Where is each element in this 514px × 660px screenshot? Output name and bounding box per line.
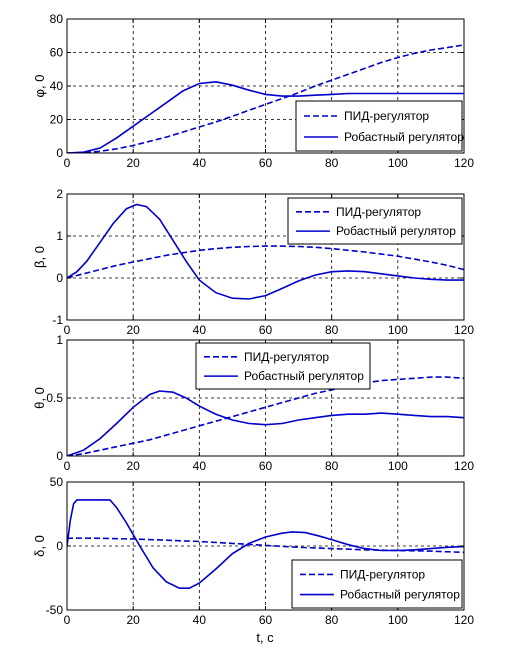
- x-tick-label: 100: [388, 323, 408, 337]
- y-axis-label: β, 0: [32, 246, 47, 268]
- y-axis-label: θ, 0: [32, 387, 47, 409]
- legend: ПИД-регулятор Робастный регулятор: [195, 342, 371, 390]
- x-tick-label: 40: [193, 323, 207, 337]
- x-tick-label: 40: [193, 459, 207, 473]
- y-tick-label: 0: [56, 146, 63, 160]
- x-tick-label: 100: [388, 156, 408, 170]
- y-tick-label: 0: [56, 449, 63, 463]
- x-tick-label: 60: [259, 156, 273, 170]
- y-tick-label: 40: [50, 79, 64, 93]
- legend: ПИД-регулятор Робастный регулятор: [295, 100, 464, 152]
- x-tick-label: 120: [454, 613, 474, 627]
- y-tick-label: 50: [50, 475, 64, 489]
- y-tick-label: -50: [46, 603, 64, 617]
- x-tick-label: 80: [325, 613, 339, 627]
- x-tick-label: 0: [64, 459, 71, 473]
- x-tick-label: 40: [193, 613, 207, 627]
- legend-entry-robust-label: Робастный регулятор: [340, 588, 460, 602]
- y-tick-label: 0: [56, 271, 63, 285]
- subplot-3: 0 20 40 60 80 100 120 0 0.5 1 θ, 0 ПИД-регулятор Роб…: [32, 333, 474, 473]
- series-robust-line: [67, 203, 464, 300]
- x-tick-label: 60: [259, 323, 273, 337]
- x-tick-label: 120: [454, 156, 474, 170]
- series-pid-line: [67, 245, 464, 279]
- x-tick-label: 100: [388, 459, 408, 473]
- y-tick-label: 2: [56, 187, 63, 201]
- y-axis-label: δ, 0: [32, 535, 47, 557]
- y-tick-label: 0.5: [46, 391, 63, 405]
- legend-entry-robust-label: Робастный регулятор: [344, 130, 464, 144]
- x-tick-label: 120: [454, 459, 474, 473]
- legend-box: [291, 559, 463, 609]
- x-tick-label: 120: [454, 323, 474, 337]
- x-tick-label: 20: [126, 156, 140, 170]
- x-tick-label: 20: [126, 459, 140, 473]
- legend-box: [295, 100, 463, 152]
- x-tick-label: 40: [193, 156, 207, 170]
- legend: ПИД-регулятор Робастный регулятор: [291, 559, 463, 609]
- y-tick-label: -1: [52, 313, 63, 327]
- legend-entry-pid-label: ПИД-регулятор: [344, 109, 429, 123]
- legend-entry-pid-label: ПИД-регулятор: [340, 567, 425, 581]
- x-tick-label: 60: [259, 459, 273, 473]
- y-tick-label: 1: [56, 333, 63, 347]
- legend-entry-pid-label: ПИД-регулятор: [244, 350, 329, 364]
- x-tick-label: 0: [64, 323, 71, 337]
- x-axis-label: t, c: [256, 630, 274, 645]
- x-tick-label: 80: [325, 156, 339, 170]
- x-tick-label: 80: [325, 323, 339, 337]
- x-tick-label: 80: [325, 459, 339, 473]
- y-tick-label: 60: [50, 46, 64, 60]
- legend-entry-robust-label: Робастный регулятор: [336, 224, 456, 238]
- subplot-1: 0 20 40 60 80 100 120 0 20 40 60 80 φ, 0 ПИД-регулято…: [32, 12, 474, 170]
- x-tick-label: 100: [388, 613, 408, 627]
- x-tick-label: 20: [126, 613, 140, 627]
- legend-box: [195, 342, 371, 390]
- series-pid-line: [67, 376, 464, 456]
- y-tick-label: 1: [56, 229, 63, 243]
- x-tick-label: 0: [64, 156, 71, 170]
- series-robust-line: [67, 80, 464, 153]
- x-tick-label: 60: [259, 613, 273, 627]
- legend-entry-pid-label: ПИД-регулятор: [336, 205, 421, 219]
- series-robust-line: [67, 499, 464, 590]
- y-tick-label: 80: [50, 12, 64, 26]
- y-axis-label: φ, 0: [32, 75, 47, 98]
- x-tick-label: 0: [64, 613, 71, 627]
- series-robust-line: [67, 390, 464, 456]
- legend-entry-robust-label: Робастный регулятор: [244, 369, 364, 383]
- y-tick-label: 0: [56, 539, 63, 553]
- legend-box: [287, 197, 463, 245]
- x-tick-label: 20: [126, 323, 140, 337]
- y-tick-label: 20: [50, 113, 64, 127]
- series-pid-line: [67, 44, 464, 153]
- legend: ПИД-регулятор Робастный регулятор: [287, 197, 463, 245]
